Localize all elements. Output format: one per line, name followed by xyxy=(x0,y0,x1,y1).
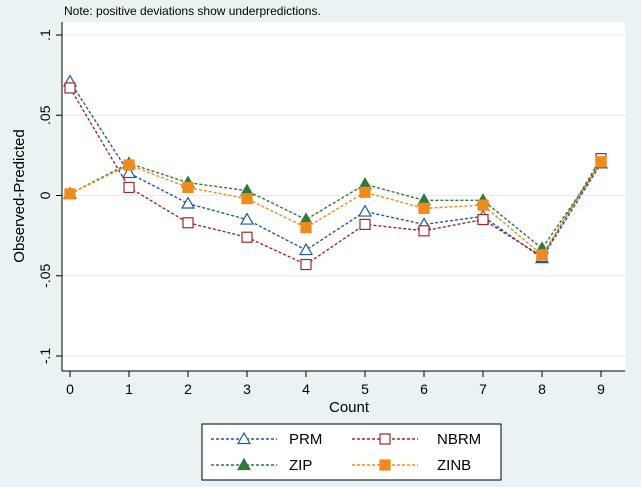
legend-marker-prm xyxy=(236,431,252,445)
point-nbrm-3 xyxy=(241,231,253,243)
legend-label-nbrm: NBRM xyxy=(437,431,481,448)
x-tick-label-8: 8 xyxy=(538,381,546,397)
series-line-nbrm xyxy=(69,87,602,266)
point-prm-4 xyxy=(298,242,314,256)
point-zinb-6 xyxy=(418,202,430,214)
x-axis-label: Count xyxy=(329,399,370,416)
point-prm-3 xyxy=(239,212,255,225)
point-zinb-7 xyxy=(477,199,489,211)
x-tick-label-1: 1 xyxy=(125,381,133,397)
grid xyxy=(62,34,625,357)
legend-marker-nbrm xyxy=(379,433,391,445)
x-ticks: 0 1 2 3 4 5 6 7 8 9 xyxy=(66,371,605,397)
point-prm-5 xyxy=(357,204,373,217)
point-prm-1 xyxy=(121,165,137,179)
chart-note: Note: positive deviations show underpred… xyxy=(64,4,321,18)
point-nbrm-7 xyxy=(477,213,489,226)
point-zinb-5 xyxy=(359,186,371,198)
legend-label-prm: PRM xyxy=(289,431,322,448)
legend-label-zinb: ZINB xyxy=(437,457,471,474)
x-tick-label-9: 9 xyxy=(597,381,605,397)
series-line-prm xyxy=(69,81,602,260)
series-line-zip xyxy=(69,162,602,250)
x-tick-label-3: 3 xyxy=(243,381,251,397)
y-tick-label-2: 0 xyxy=(37,191,53,199)
point-prm-2 xyxy=(180,196,196,209)
series-line-zinb xyxy=(69,161,602,256)
point-zinb-1 xyxy=(123,159,135,171)
point-nbrm-2 xyxy=(182,217,194,229)
y-tick-label-0: -.1 xyxy=(37,348,53,365)
series-lines xyxy=(62,74,609,271)
point-nbrm-4 xyxy=(300,258,312,271)
y-tick-label-1: -.05 xyxy=(37,263,53,287)
point-nbrm-5 xyxy=(359,218,371,230)
point-zinb-0 xyxy=(64,188,76,200)
x-tick-label-4: 4 xyxy=(302,381,310,397)
legend-marker-zip xyxy=(236,457,252,471)
y-ticks: -.1 -.05 0 .05 .1 xyxy=(37,29,62,364)
y-tick-label-4: .1 xyxy=(37,29,53,41)
legend-label-zip: ZIP xyxy=(289,457,312,474)
point-zinb-2 xyxy=(182,181,194,194)
x-tick-label-2: 2 xyxy=(184,381,192,397)
x-tick-label-7: 7 xyxy=(479,381,487,397)
point-nbrm-1 xyxy=(123,181,135,194)
x-tick-label-6: 6 xyxy=(420,381,428,397)
point-zinb-4 xyxy=(300,222,312,234)
point-nbrm-0 xyxy=(64,82,76,94)
point-zinb-9 xyxy=(595,156,607,168)
point-zinb-3 xyxy=(241,193,253,205)
legend: PRM NBRM ZIP ZINB xyxy=(211,431,481,474)
x-tick-label-5: 5 xyxy=(361,381,369,397)
y-tick-label-3: .05 xyxy=(37,105,53,125)
x-tick-label-0: 0 xyxy=(66,381,74,397)
y-axis-label: Observed-Predicted xyxy=(11,129,28,262)
point-zinb-8 xyxy=(536,249,548,261)
legend-marker-zinb xyxy=(379,459,391,471)
point-nbrm-6 xyxy=(418,225,430,237)
legend-box xyxy=(201,423,502,481)
